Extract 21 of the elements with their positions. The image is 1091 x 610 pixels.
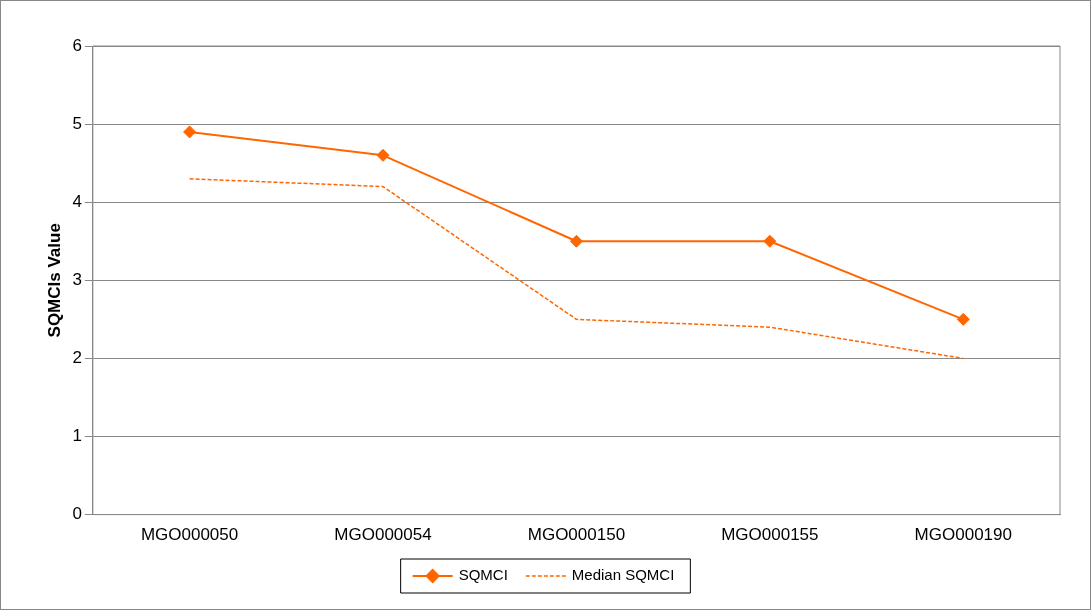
x-tick-label: MGO000155: [721, 525, 819, 545]
legend-label: SQMCI: [458, 566, 508, 584]
y-axis-title: SQMCIs Value: [44, 223, 64, 338]
point: [569, 234, 583, 248]
y-tick-label: 5: [72, 113, 82, 133]
y-tick-label: 4: [72, 191, 82, 211]
y-tick-label: 1: [72, 426, 82, 446]
x-tick-label: MGO000150: [527, 525, 626, 545]
x-tick-label: MGO000050: [140, 525, 239, 545]
x-tick-label: MGO000190: [914, 525, 1012, 545]
point: [183, 125, 197, 139]
y-tick-label: 3: [72, 269, 82, 289]
point: [763, 234, 777, 248]
legend-label: Median SQMCI: [571, 566, 675, 584]
point: [376, 148, 390, 162]
point: [956, 312, 970, 326]
y-tick-label: 2: [72, 348, 82, 368]
y-tick-label: 0: [72, 504, 82, 524]
x-tick-label: MGO000054: [334, 525, 432, 545]
y-tick-label: 6: [72, 35, 82, 55]
line-series: [188, 178, 965, 360]
